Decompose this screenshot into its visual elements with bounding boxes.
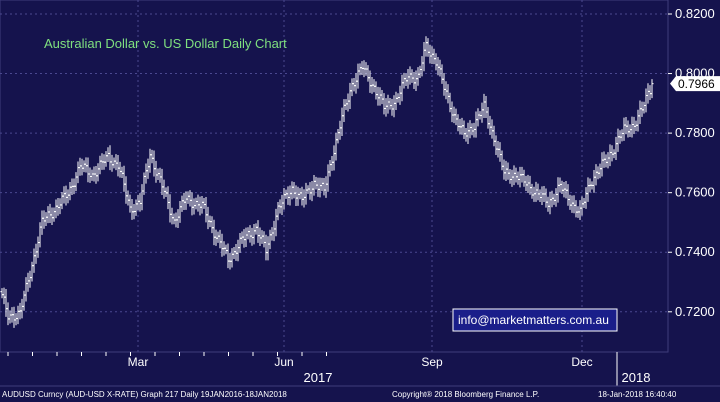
footer-bar: AUDUSD Curncy (AUD-USD X-RATE) Graph 217… xyxy=(0,385,720,399)
ohlc-bar xyxy=(650,79,654,99)
plot-area xyxy=(0,0,669,353)
xtick-label: Jun xyxy=(274,355,293,369)
last-value-text: 0.7966 xyxy=(678,77,715,91)
ytick-label: 0.7600 xyxy=(675,185,715,200)
footer-center: Copyright® 2018 Bloomberg Finance L.P. xyxy=(392,390,539,399)
ytick-label: 0.7200 xyxy=(675,304,715,319)
year-label-2017: 2017 xyxy=(304,370,333,385)
xtick-label: Mar xyxy=(128,355,149,369)
chart-title: Australian Dollar vs. US Dollar Daily Ch… xyxy=(44,36,287,51)
year-label-2018: 2018 xyxy=(622,370,651,385)
last-value-box xyxy=(670,76,720,92)
ytick-label: 0.8200 xyxy=(675,6,715,21)
watermark-text: info@marketmatters.com.au xyxy=(458,313,609,327)
xtick-label: Sep xyxy=(421,355,443,369)
x-axis: Mar Jun Sep Dec 2017 2018 xyxy=(7,352,651,386)
price-bars xyxy=(0,36,654,328)
ytick-label: 0.7800 xyxy=(675,125,715,140)
last-value-label: 0.7966 xyxy=(670,76,720,92)
watermark-box: info@marketmatters.com.au xyxy=(452,308,618,332)
ytick-label: 0.7400 xyxy=(675,244,715,259)
gridlines xyxy=(0,0,668,352)
watermark-frame xyxy=(452,308,618,332)
footer-right: 18-Jan-2018 16:40:40 xyxy=(598,390,677,399)
xtick-label: Dec xyxy=(571,355,592,369)
footer-left: AUDUSD Curncy (AUD-USD X-RATE) Graph 217… xyxy=(2,390,287,399)
